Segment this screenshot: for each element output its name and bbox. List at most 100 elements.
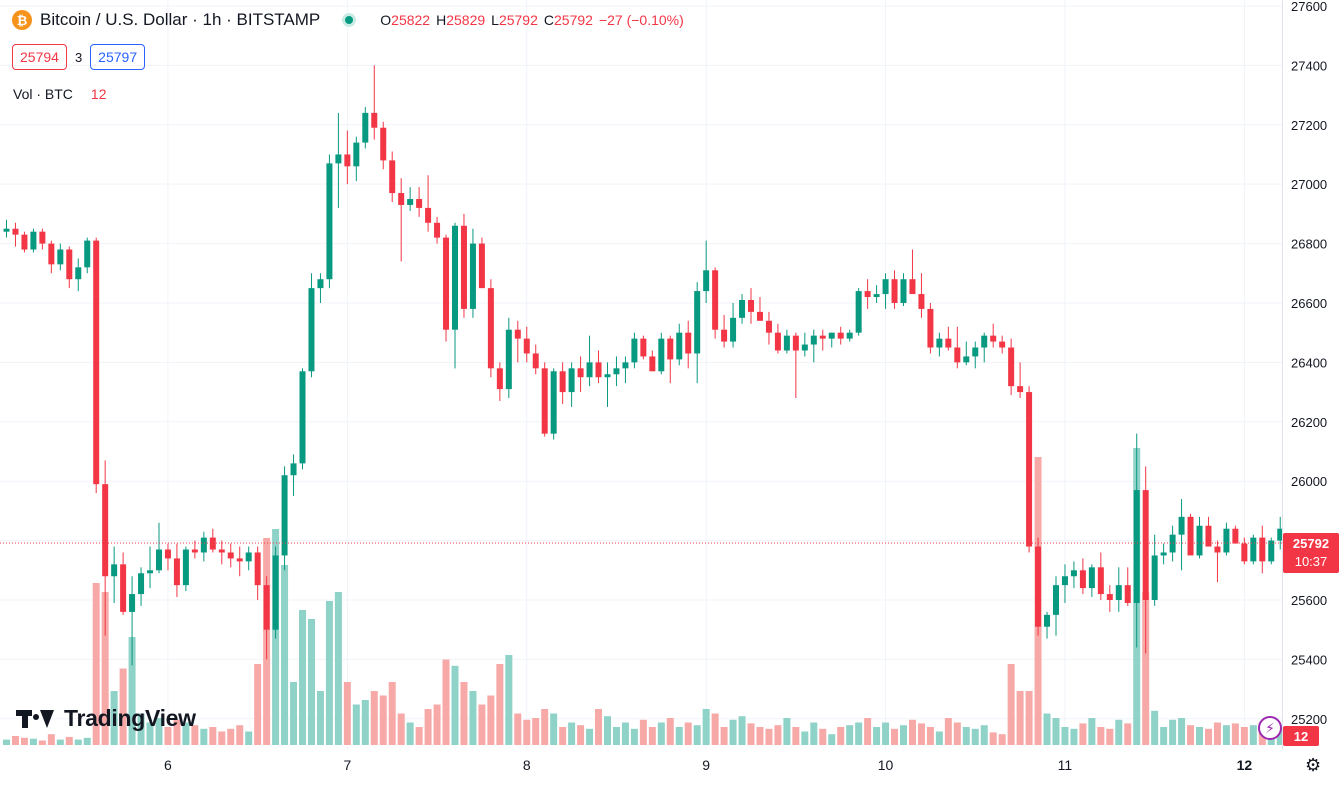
- volume-bar: [460, 682, 468, 745]
- candle-body: [658, 338, 665, 372]
- candle-body: [739, 300, 746, 318]
- volume-bar: [935, 731, 943, 745]
- candle-body: [1169, 534, 1176, 553]
- volume-bar: [1079, 723, 1087, 745]
- bid-ask: 25794 3 25797: [12, 44, 146, 70]
- candle-body: [873, 294, 880, 298]
- candle-body: [568, 368, 575, 393]
- candle-body: [1151, 555, 1158, 600]
- candle-body: [389, 160, 396, 194]
- time-tick-label: 9: [702, 757, 710, 773]
- candle-body: [380, 127, 387, 161]
- ask-price-button[interactable]: 25797: [90, 44, 146, 70]
- volume-bar: [783, 718, 791, 745]
- volume-bar: [245, 731, 253, 745]
- volume-bar: [406, 722, 414, 745]
- high-label: H: [436, 12, 447, 28]
- high-value: 25829: [446, 12, 486, 28]
- candle-body: [173, 558, 180, 586]
- bitcoin-icon[interactable]: ₿: [12, 10, 32, 30]
- price-tick-label: 26600: [1291, 296, 1327, 311]
- volume-bar: [603, 716, 611, 745]
- candle-body: [1026, 392, 1033, 547]
- bid-price-button[interactable]: 25794: [12, 44, 67, 70]
- candle-body: [120, 564, 127, 612]
- price-tick-label: 27000: [1291, 177, 1327, 192]
- volume-bar: [352, 704, 360, 745]
- volume-bar: [765, 728, 773, 745]
- candlestick-chart[interactable]: [0, 0, 1342, 750]
- volume-legend[interactable]: Vol · BTC 12: [13, 86, 106, 102]
- time-tick-label: 7: [343, 757, 351, 773]
- volume-bar: [1222, 725, 1230, 745]
- candle-body: [712, 270, 719, 330]
- candle-body: [514, 329, 521, 339]
- volume-bar: [173, 719, 181, 745]
- candle-body: [541, 368, 548, 434]
- time-tick-label: 10: [878, 757, 894, 773]
- candle-body: [586, 362, 593, 378]
- time-tick-label: 11: [1058, 757, 1073, 773]
- candle-body: [936, 338, 943, 348]
- candle-body: [236, 558, 243, 562]
- lightning-icon[interactable]: ⚡: [1258, 716, 1282, 740]
- candle-body: [263, 585, 270, 630]
- volume-bar: [612, 727, 620, 745]
- candle-body: [308, 288, 315, 372]
- volume-bar: [998, 734, 1006, 745]
- volume-bar: [11, 736, 19, 745]
- volume-bar: [47, 734, 55, 745]
- candle-body: [1133, 490, 1140, 603]
- volume-bar: [1088, 718, 1096, 745]
- volume-bar: [254, 664, 262, 745]
- volume-bar: [1213, 722, 1221, 745]
- candle-body: [685, 332, 692, 354]
- volume-bar: [577, 725, 585, 745]
- volume-bar: [944, 718, 952, 745]
- volume-bar: [388, 682, 396, 745]
- low-value: 25792: [498, 12, 538, 28]
- tradingview-logo[interactable]: TradingView: [16, 705, 196, 732]
- brand-name: TradingView: [64, 705, 196, 731]
- volume-bar: [550, 713, 558, 745]
- volume-bar: [65, 736, 73, 745]
- price-axis[interactable]: 2520025400256002580026000262002640026600…: [1282, 0, 1342, 750]
- candle-body: [1142, 490, 1149, 600]
- candle-body: [756, 311, 763, 321]
- volume-bar: [218, 731, 226, 745]
- time-axis[interactable]: 6 7 8 9 10 11 12: [0, 750, 1342, 795]
- candle-body: [1097, 567, 1104, 595]
- candle-body: [945, 338, 952, 348]
- chart-area[interactable]: [0, 0, 1342, 750]
- candle-body: [846, 332, 853, 339]
- candle-body: [496, 368, 503, 390]
- symbol-title[interactable]: Bitcoin / U.S. Dollar · 1h · BITSTAMP: [40, 10, 321, 29]
- settings-icon[interactable]: ⚙: [1305, 755, 1322, 775]
- candle-body: [443, 237, 450, 330]
- candle-body: [981, 335, 988, 348]
- candle-body: [694, 291, 701, 354]
- candle-body: [792, 335, 799, 351]
- volume-bar: [290, 682, 298, 745]
- volume-bar: [1016, 691, 1024, 745]
- volume-bar: [334, 592, 342, 745]
- volume-bar: [900, 725, 907, 745]
- volume-bar: [873, 727, 881, 745]
- candle-body: [245, 552, 252, 562]
- volume-bar: [442, 659, 450, 745]
- market-status-icon[interactable]: [342, 13, 357, 27]
- volume-bar: [3, 739, 10, 745]
- candle-body: [1205, 525, 1212, 547]
- candle-body: [191, 549, 198, 553]
- volume-bar: [1196, 727, 1204, 745]
- candle-body: [344, 154, 351, 167]
- volume-bar: [621, 722, 629, 745]
- spread-value: 3: [74, 49, 83, 65]
- candle-body: [1088, 567, 1095, 589]
- volume-bar: [200, 728, 208, 745]
- candle-body: [864, 291, 871, 298]
- candle-body: [622, 362, 629, 369]
- volume-bar: [137, 713, 145, 745]
- price-tick-label: 25400: [1291, 652, 1327, 667]
- candle-body: [631, 338, 638, 363]
